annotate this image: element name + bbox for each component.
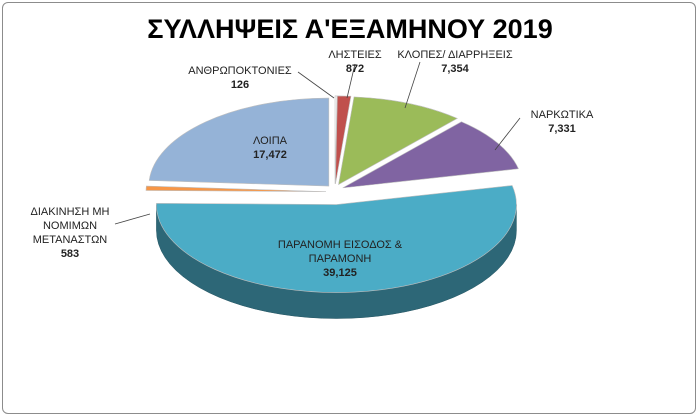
- data-label: ΠΑΡΑΝΟΜΗ ΕΙΣΟΔΟΣ & ΠΑΡΑΜΟΝΗ 39,125: [270, 238, 410, 280]
- leader-line: [404, 61, 421, 109]
- slice: [342, 121, 519, 189]
- data-label: ΛΗΣΤΕΙΕΣ 872: [320, 48, 390, 76]
- data-label: ΚΛΟΠΕΣ/ ΔΙΑΡΡΗΞΕΙΣ 7,354: [385, 48, 525, 76]
- value-label: 872: [345, 63, 365, 75]
- leader-line: [346, 63, 356, 99]
- value-label: 39,125: [323, 267, 357, 279]
- data-label: ΑΝΘΡΩΠΟΚΤΟΝΙΕΣ 126: [175, 64, 305, 92]
- leader-line: [297, 71, 335, 99]
- slice: [334, 95, 338, 184]
- value-label: 7,331: [548, 123, 576, 135]
- data-label: ΛΟΙΠΑ 17,472: [230, 134, 310, 162]
- value-label: 7,354: [441, 63, 469, 75]
- chart-frame: [2, 2, 696, 414]
- chart-title: ΣΥΛΛΗΨΕΙΣ Α'ΕΞΑΜΗΝΟΥ 2019: [147, 14, 553, 44]
- leader-line: [494, 117, 521, 151]
- category-label: ΝΑΡΚΩΤΙΚΑ: [530, 109, 594, 121]
- category-label: ΚΛΟΠΕΣ/ ΔΙΑΡΡΗΞΕΙΣ: [397, 49, 513, 61]
- category-label: ΛΗΣΤΕΙΕΣ: [328, 49, 382, 61]
- category-label: ΔΙΑΚΙΝΗΣΗ ΜΗ ΝΟΜΙΜΩΝ ΜΕΤΑΝΑΣΤΩΝ: [30, 206, 110, 246]
- slice: [338, 96, 458, 186]
- category-label: ΠΑΡΑΝΟΜΗ ΕΙΣΟΔΟΣ & ΠΑΡΑΜΟΝΗ: [277, 239, 403, 265]
- slice: [156, 185, 517, 293]
- value-label: 126: [230, 79, 250, 91]
- slice: [145, 185, 327, 192]
- slice: [148, 97, 330, 187]
- category-label: ΛΟΙΠΑ: [252, 135, 287, 147]
- value-label: 17,472: [253, 149, 287, 161]
- data-label: ΝΑΡΚΩΤΙΚΑ 7,331: [517, 108, 607, 136]
- slice: [335, 95, 352, 184]
- leader-line: [114, 213, 151, 225]
- data-label: ΔΙΑΚΙΝΗΣΗ ΜΗ ΝΟΜΙΜΩΝ ΜΕΤΑΝΑΣΤΩΝ 583: [15, 205, 125, 261]
- category-label: ΑΝΘΡΩΠΟΚΤΟΝΙΕΣ: [188, 65, 292, 77]
- value-label: 583: [60, 248, 80, 260]
